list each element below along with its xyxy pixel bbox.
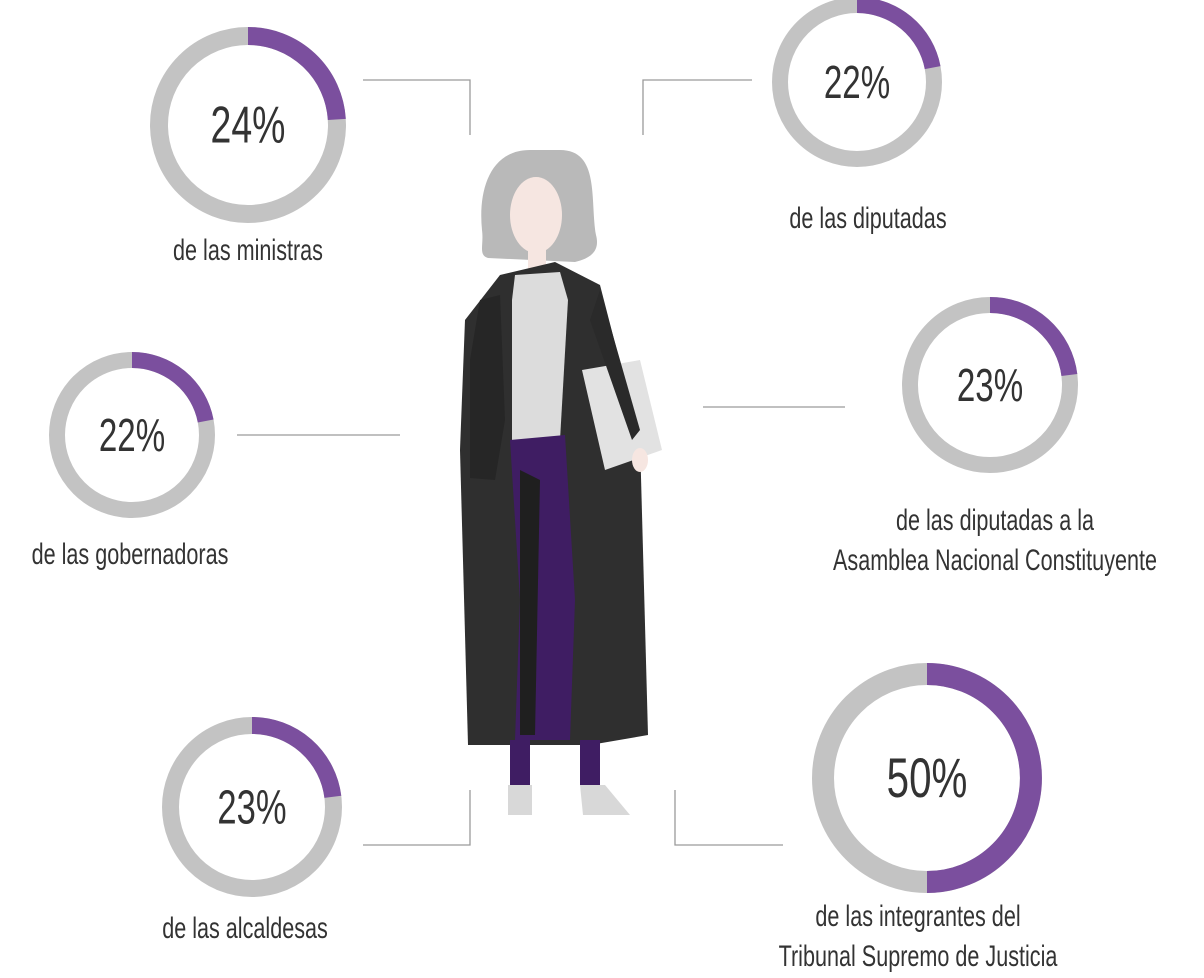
caption: de las diputadas — [789, 200, 946, 234]
donut-chart: 22% de las diputadas — [780, 5, 947, 235]
donut-chart: 24% de las ministras — [159, 36, 337, 267]
value-label: 23% — [217, 780, 286, 834]
donut-chart: 22% de las gobernadoras — [32, 360, 229, 571]
donut-chart: 23% de las diputadas a la Asamblea Naciona… — [833, 305, 1157, 577]
infographic: 24%de las ministras22%de las diputadas22… — [0, 0, 1204, 978]
connector — [643, 80, 752, 135]
caption: Tribunal Supremo de Justicia — [779, 938, 1058, 972]
connector — [675, 790, 783, 845]
caption: Asamblea Nacional Constituyente — [833, 542, 1157, 576]
donut-chart: 50% de las integrantes del Tribunal Suprem… — [779, 674, 1058, 973]
connector — [363, 790, 470, 845]
caption: de las gobernadoras — [32, 536, 229, 570]
value-label: 24% — [211, 96, 286, 155]
woman-figure — [460, 150, 662, 815]
value-label: 23% — [957, 361, 1023, 411]
caption: de las alcaldesas — [162, 910, 328, 944]
value-label: 22% — [99, 411, 165, 461]
caption: de las ministras — [173, 232, 323, 266]
caption: de las diputadas a la — [896, 502, 1094, 536]
value-label: 50% — [887, 747, 968, 809]
donut-chart: 23% de las alcaldesas — [162, 726, 333, 945]
value-label: 22% — [824, 58, 890, 108]
connector — [363, 80, 470, 135]
caption: de las integrantes del — [815, 898, 1020, 932]
